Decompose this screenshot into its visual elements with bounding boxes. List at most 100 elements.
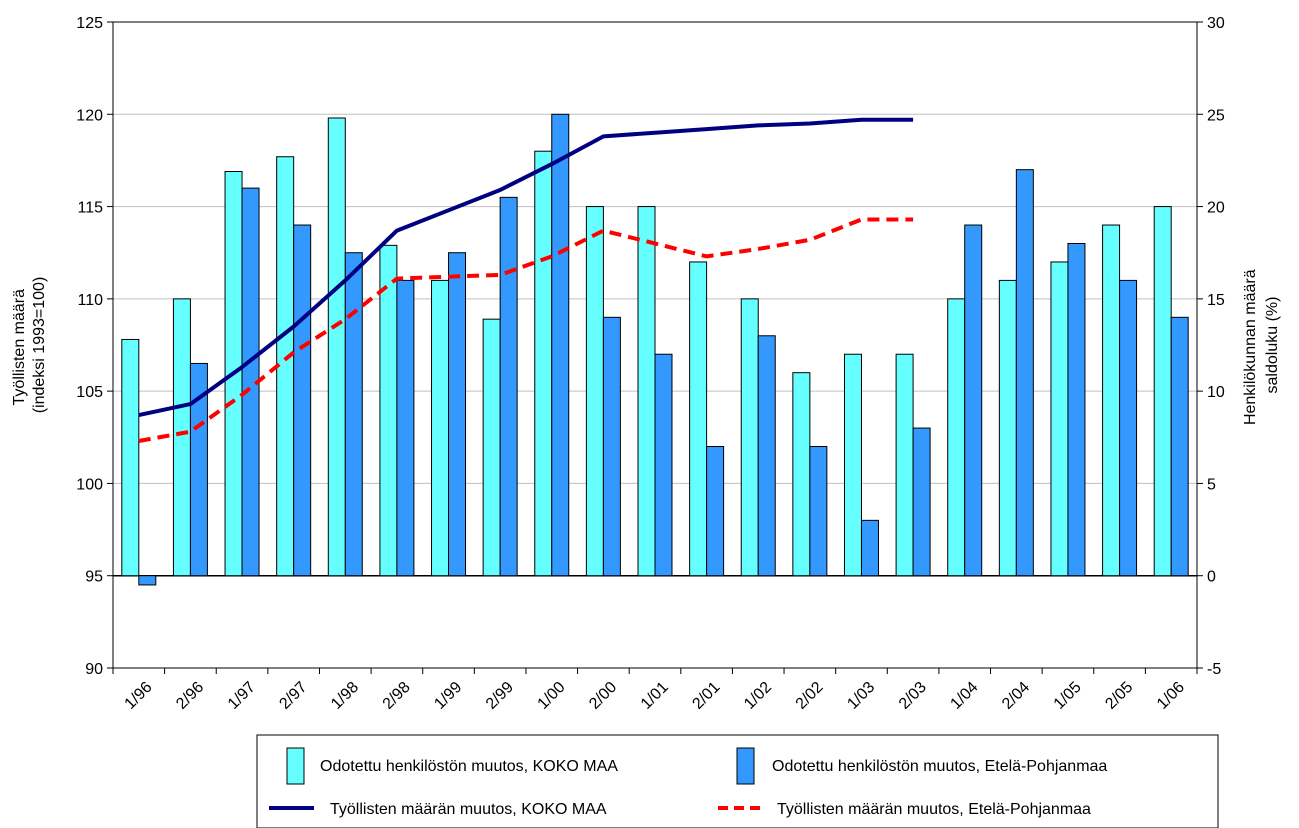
x-tick-label: 1/97 — [225, 679, 259, 713]
bar-etela-pohjanmaa — [964, 224, 983, 577]
bar-etela-pohjanmaa — [757, 335, 776, 577]
x-tick-label: 2/00 — [586, 679, 620, 713]
left-tick-label: 100 — [76, 476, 103, 493]
bar-etela-pohjanmaa — [1170, 316, 1189, 577]
x-axis-ticks: 1/96 2/96 1/97 2/97 1/98 2/98 1/99 2/99 1/00 2/00… — [112, 668, 1198, 713]
bar-etela-pohjanmaa — [499, 196, 518, 577]
bar-koko-maa — [998, 279, 1017, 577]
x-tick-label: 2/02 — [793, 679, 827, 713]
bar-etela-pohjanmaa — [602, 316, 621, 577]
left-axis-title: Työllisten määrä (indeksi 1993=100) — [11, 277, 48, 414]
x-tick-label: 2/96 — [173, 679, 207, 713]
bar-etela-pohjanmaa — [1067, 242, 1086, 577]
legend: Odotettu henkilöstön muutos, KOKO MAA Od… — [256, 734, 1219, 828]
legend-label-etela-pohjanmaa-bar: Odotettu henkilöstön muutos, Etelä-Pohja… — [772, 758, 1107, 775]
left-tick-label: 90 — [85, 661, 103, 678]
x-tick-label: 2/04 — [999, 679, 1033, 713]
bar-etela-pohjanmaa — [448, 252, 467, 577]
x-tick-label: 1/00 — [535, 679, 569, 713]
right-axis-title: Henkilökunnan määrä saldoluku (%) — [1242, 265, 1281, 425]
left-axis-ticks: 90 95 100 105 110 115 120 125 — [76, 15, 113, 678]
left-tick-label: 125 — [76, 15, 103, 32]
bar-koko-maa — [327, 117, 346, 577]
bar-etela-pohjanmaa — [138, 575, 157, 586]
x-tick-label: 1/03 — [844, 679, 878, 713]
bar-koko-maa — [947, 298, 966, 577]
x-tick-label: 1/98 — [328, 679, 362, 713]
bars — [121, 113, 1189, 586]
bar-etela-pohjanmaa — [860, 519, 879, 577]
bar-koko-maa — [740, 298, 759, 577]
bar-etela-pohjanmaa — [551, 113, 570, 577]
x-tick-label: 1/96 — [122, 679, 156, 713]
right-tick-label: -5 — [1207, 661, 1221, 678]
legend-label-koko-maa-bar: Odotettu henkilöstön muutos, KOKO MAA — [320, 758, 618, 775]
right-axis-title-line-2: saldoluku (%) — [1264, 297, 1281, 394]
x-tick-label: 2/97 — [276, 679, 310, 713]
legend-label-etela-pohjanmaa-line: Työllisten määrän muutos, Etelä-Pohjanma… — [777, 801, 1091, 818]
right-tick-label: 25 — [1207, 107, 1225, 124]
plot-area-frame — [112, 21, 1198, 669]
bar-koko-maa — [1153, 206, 1172, 577]
x-tick-label: 2/03 — [896, 679, 930, 713]
bar-etela-pohjanmaa — [1015, 169, 1034, 577]
bar-etela-pohjanmaa — [293, 224, 312, 577]
left-axis-title-line-2: (indeksi 1993=100) — [31, 277, 48, 414]
x-tick-label: 1/01 — [638, 679, 672, 713]
bar-etela-pohjanmaa — [912, 427, 931, 577]
bar-etela-pohjanmaa — [706, 446, 725, 577]
legend-swatch-koko-maa-bar — [286, 747, 305, 785]
bar-koko-maa — [689, 261, 708, 577]
x-tick-label: 1/02 — [741, 679, 775, 713]
axes — [112, 21, 1198, 669]
bar-etela-pohjanmaa — [1119, 279, 1138, 577]
bar-etela-pohjanmaa — [189, 362, 208, 577]
bar-koko-maa — [431, 279, 450, 577]
bar-koko-maa — [1102, 224, 1121, 577]
left-axis-title-line-1: Työllisten määrä — [11, 289, 28, 406]
bar-koko-maa — [792, 372, 811, 577]
bar-koko-maa — [482, 318, 501, 577]
left-tick-label: 110 — [77, 292, 103, 309]
left-tick-label: 105 — [76, 384, 103, 401]
bar-etela-pohjanmaa — [344, 252, 363, 577]
bar-koko-maa — [121, 338, 140, 577]
legend-label-koko-maa-line: Työllisten määrän muutos, KOKO MAA — [330, 801, 607, 818]
right-axis-title-line-1: Henkilökunnan määrä — [1242, 269, 1259, 425]
x-tick-label: 2/01 — [689, 679, 723, 713]
bar-koko-maa — [637, 206, 656, 577]
x-tick-label: 2/05 — [1102, 679, 1136, 713]
x-tick-label: 2/99 — [483, 679, 517, 713]
right-axis-ticks: -5 0 5 10 15 20 25 30 — [1197, 15, 1225, 678]
line-etela-pohjanmaa — [138, 217, 914, 443]
x-tick-label: 1/99 — [431, 679, 465, 713]
bar-koko-maa — [895, 353, 914, 577]
x-tick-label: 1/06 — [1154, 679, 1188, 713]
right-tick-label: 15 — [1207, 292, 1225, 309]
legend-swatch-etela-pohjanmaa-bar — [736, 747, 755, 785]
bar-etela-pohjanmaa — [809, 446, 828, 577]
bar-koko-maa — [1050, 261, 1069, 577]
right-tick-label: 10 — [1207, 384, 1225, 401]
bar-koko-maa — [379, 244, 398, 577]
left-tick-label: 120 — [76, 107, 103, 124]
left-tick-label: 95 — [85, 569, 103, 586]
line-koko-maa — [138, 117, 914, 418]
x-tick-label: 1/04 — [948, 679, 982, 713]
bar-etela-pohjanmaa — [654, 353, 673, 577]
right-tick-label: 30 — [1207, 15, 1225, 32]
right-tick-label: 20 — [1207, 200, 1225, 217]
x-tick-label: 2/98 — [380, 679, 414, 713]
right-tick-label: 5 — [1207, 476, 1216, 493]
x-tick-label: 1/05 — [1051, 679, 1085, 713]
bar-koko-maa — [585, 206, 604, 577]
right-tick-label: 0 — [1207, 569, 1216, 586]
left-tick-label: 115 — [77, 200, 103, 217]
bar-koko-maa — [172, 298, 191, 577]
lines — [138, 117, 914, 443]
bar-etela-pohjanmaa — [396, 279, 415, 577]
bar-koko-maa — [843, 353, 862, 577]
bar-koko-maa — [534, 150, 553, 577]
